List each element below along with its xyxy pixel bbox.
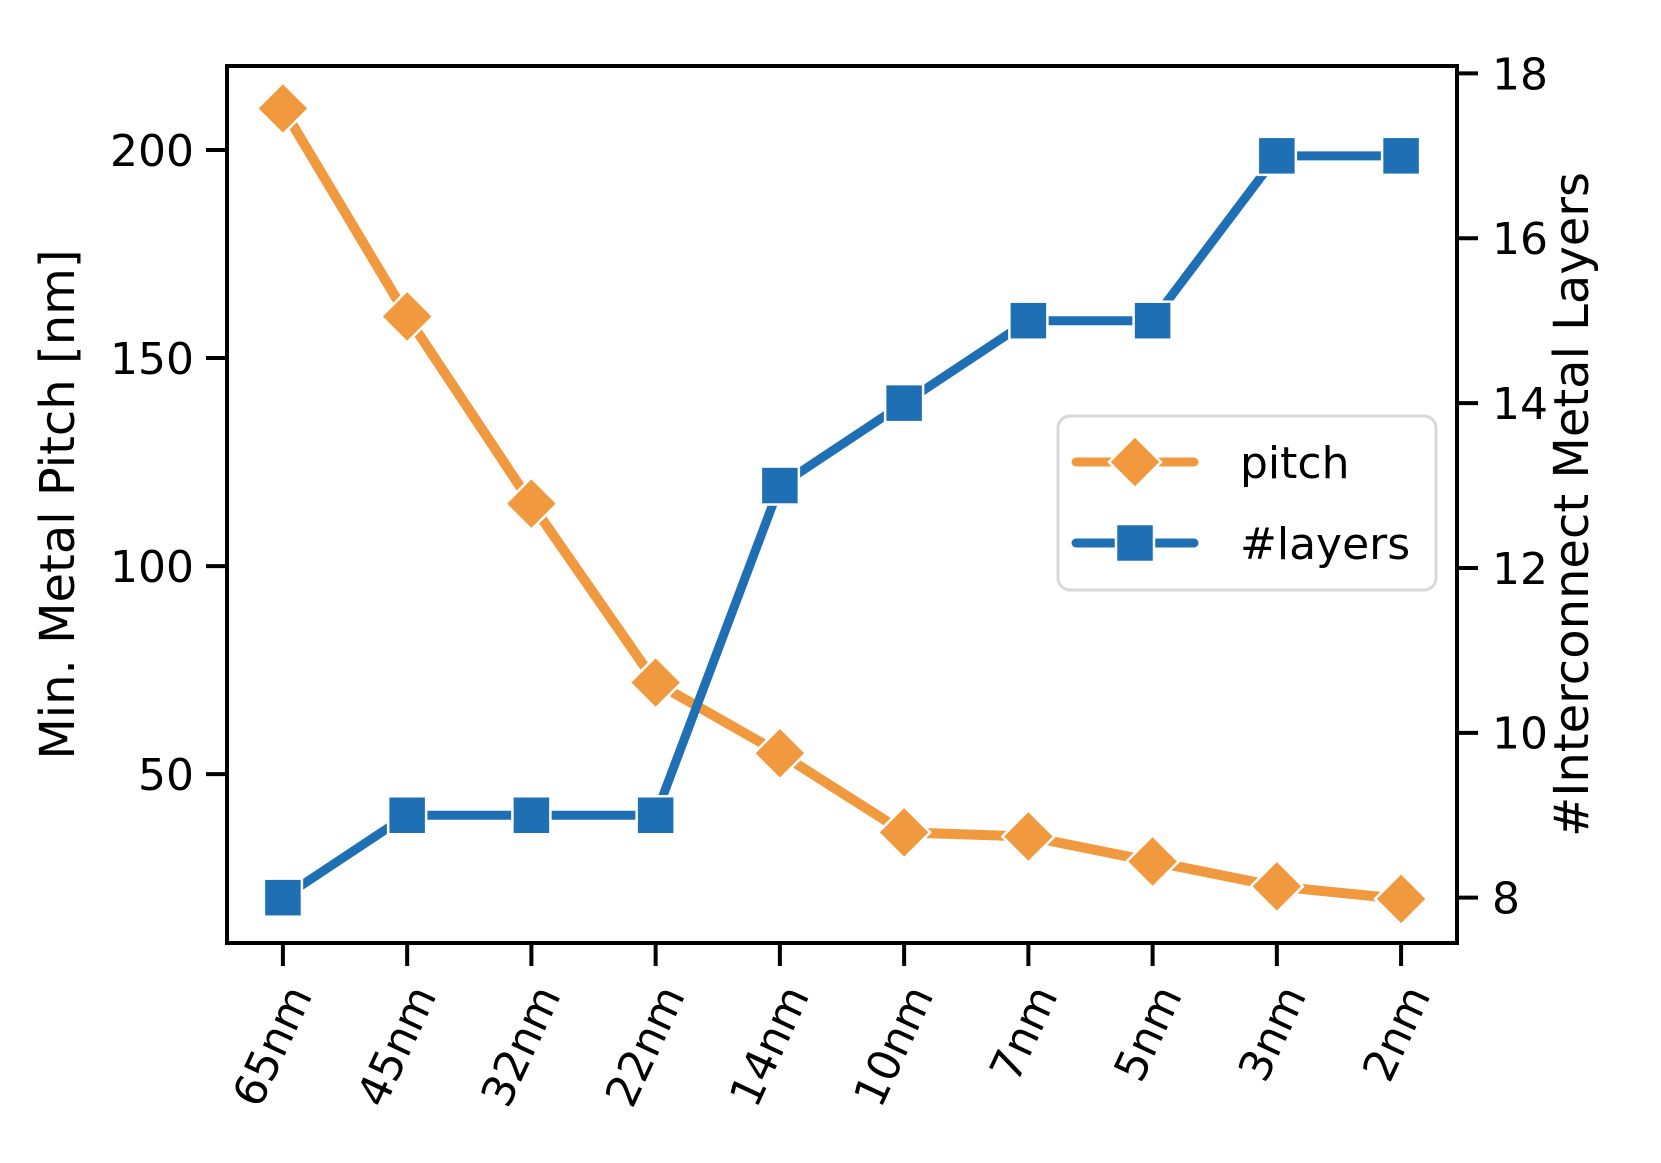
legend: pitch #layers [1056,414,1438,592]
left-tick-label: 150 [110,334,194,385]
right-axis-label: #Interconnect Metal Layers [1544,172,1600,837]
right-tick-label: 16 [1492,214,1548,265]
series-marker-layers-2nm [1380,135,1422,177]
series-marker-layers-22nm [635,794,676,836]
series-marker-layers-65nm [262,877,304,918]
series-layers [262,135,1422,918]
series-marker-pitch-2nm [1373,871,1429,927]
series-marker-layers-5nm [1132,300,1173,341]
series-marker-pitch-7nm [1000,808,1057,865]
series-marker-pitch-32nm [503,475,560,532]
series-line-layers [278,151,1406,903]
right-tick-label: 18 [1492,49,1548,100]
legend-entry-pitch: pitch [1071,434,1349,490]
series-marker-pitch-3nm [1249,858,1305,915]
right-axis-label-group: #Interconnect Metal Layers [1544,172,1600,837]
right-tick-label: 8 [1492,874,1520,925]
series-marker-pitch-65nm [255,80,311,137]
series-marker-pitch-45nm [379,288,435,345]
legend-entry-layers: #layers [1071,519,1410,570]
series-marker-pitch-5nm [1124,833,1181,890]
left-tick-label: 50 [138,750,194,801]
series-marker-pitch-22nm [627,654,684,711]
legend-marker-square [1114,522,1156,564]
right-tick-label: 12 [1492,544,1548,595]
axes-frame [225,64,1459,945]
series-marker-layers-3nm [1256,135,1298,177]
series-marker-pitch-10nm [876,804,932,861]
left-axis-label-group: Min. Metal Pitch [nm] [30,249,86,759]
series-marker-layers-10nm [883,382,925,424]
series-marker-layers-7nm [1008,300,1049,341]
series-line-pitch [277,103,1407,904]
left-tick-label: 100 [110,542,194,593]
left-axis-label: Min. Metal Pitch [nm] [30,249,86,759]
series-marker-layers-45nm [386,794,428,836]
series-marker-pitch-14nm [752,725,808,782]
legend-label: pitch [1240,438,1349,489]
left-tick-label: 200 [110,126,194,177]
series-marker-layers-32nm [511,794,552,836]
right-tick-label: 10 [1492,709,1548,760]
legend-marker-diamond [1107,434,1163,490]
legend-label: #layers [1240,519,1410,570]
right-tick-label: 14 [1492,379,1548,430]
series-pitch [255,80,1429,927]
series-marker-layers-14nm [759,465,801,506]
